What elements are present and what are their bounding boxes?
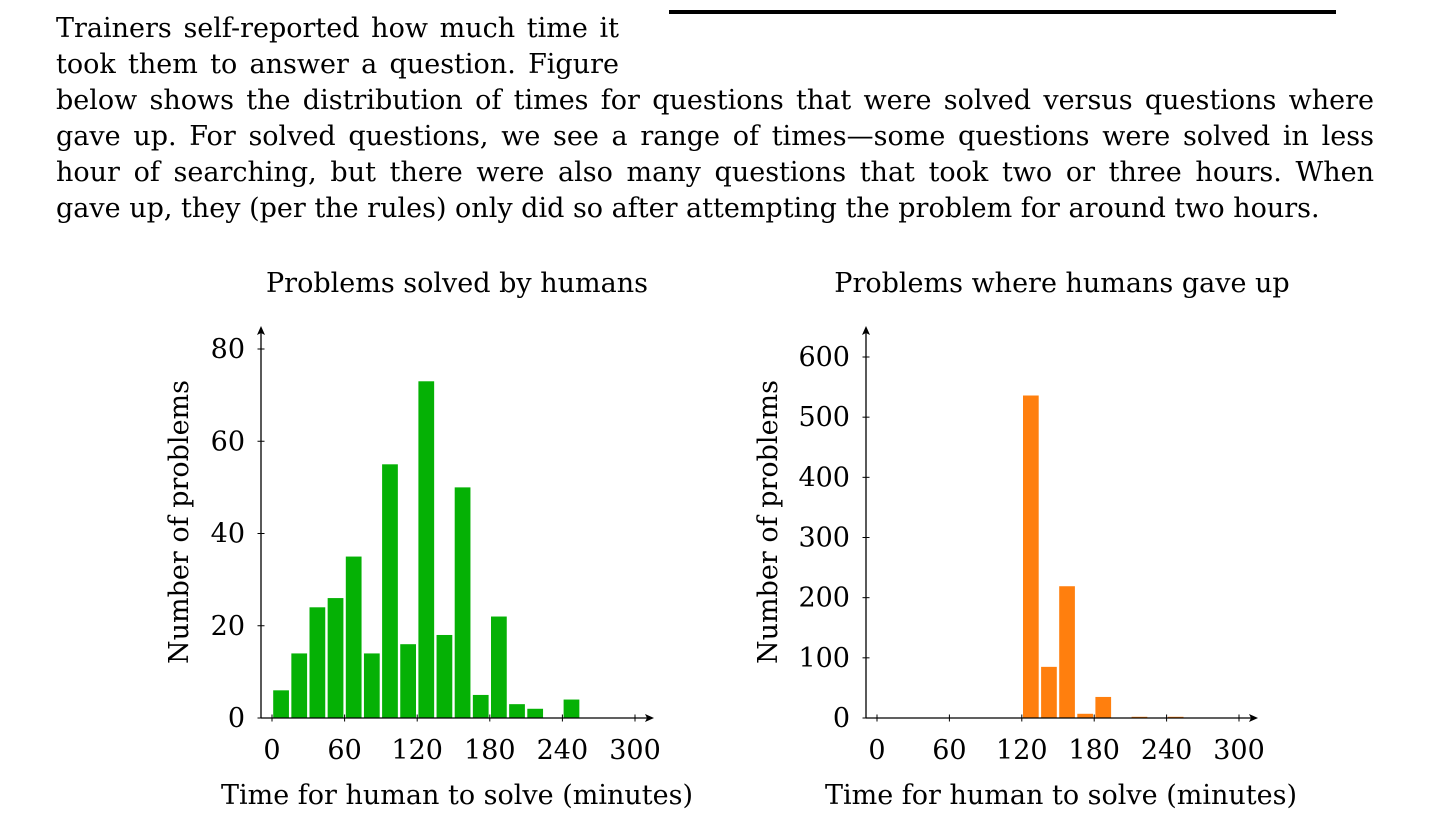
y-tick-label: 60: [211, 426, 245, 457]
paragraph-line: below shows the distribution of times fo…: [56, 85, 1374, 116]
histogram-bar: [472, 694, 489, 718]
histogram-bar: [509, 704, 525, 718]
x-tick-label: 300: [1213, 735, 1265, 766]
y-tick-label: 500: [798, 402, 850, 433]
histogram-bar: [363, 653, 380, 718]
histogram-bar: [327, 598, 344, 718]
x-tick-label: 180: [1068, 735, 1120, 766]
histogram-bar: [345, 556, 362, 718]
x-tick-label: 120: [996, 735, 1048, 766]
paragraph-line: Trainers self-reported how much time it: [56, 13, 619, 44]
histogram-bar: [454, 487, 471, 718]
intro-paragraph-wrapped: Trainers self-reported how much time it …: [56, 11, 619, 83]
histogram-bar: [1041, 666, 1057, 718]
y-axis-label: Number of problems: [753, 380, 784, 664]
histogram-bar: [1023, 395, 1039, 718]
histogram-bar: [527, 708, 544, 718]
histogram-bar: [400, 644, 416, 718]
y-tick-label: 0: [228, 703, 245, 734]
intro-paragraph-full: below shows the distribution of times fo…: [56, 83, 1374, 227]
x-tick-label: 0: [868, 735, 885, 766]
y-tick-label: 400: [798, 462, 850, 493]
histogram-bar: [436, 634, 453, 718]
y-axis-arrow: [862, 326, 870, 335]
histogram-bar: [1077, 713, 1093, 718]
paragraph-line: gave up. For solved questions, we see a …: [56, 121, 1374, 152]
histogram-bar: [418, 381, 435, 718]
x-tick-label: 300: [609, 735, 661, 766]
histogram-bar: [563, 699, 580, 718]
histogram-bar: [1095, 696, 1112, 718]
y-ticks: 0 100 200 300 400 500 600: [798, 342, 870, 734]
histogram-bar: [491, 616, 507, 718]
y-tick-label: 300: [798, 523, 850, 554]
chart-title: Problems solved by humans: [266, 268, 648, 299]
y-tick-label: 80: [211, 334, 245, 365]
x-ticks: 0 60 120 180 240 300: [263, 714, 661, 766]
x-tick-label: 120: [391, 735, 443, 766]
y-tick-label: 200: [798, 583, 850, 614]
histogram-bar: [382, 464, 398, 718]
paragraph-line: took them to answer a question. Figure 3: [56, 49, 619, 80]
y-tick-label: 600: [798, 342, 850, 373]
chart-title: Problems where humans gave up: [834, 268, 1289, 299]
x-axis-arrow: [1249, 714, 1258, 722]
x-axis-label: Time for human to solve (minutes): [825, 780, 1297, 811]
x-axis-arrow: [645, 714, 654, 722]
y-axis-label: Number of problems: [164, 380, 195, 664]
x-ticks: 0 60 120 180 240 300: [868, 714, 1265, 766]
y-tick-label: 0: [833, 703, 850, 734]
histogram-bar: [291, 653, 308, 718]
y-ticks: 0 20 40 60 80: [211, 334, 265, 734]
bar-group: [1023, 395, 1184, 718]
x-tick-label: 60: [327, 735, 361, 766]
paragraph-line: hour of searching, but there were also m…: [56, 157, 1374, 188]
y-axis-arrow: [257, 326, 265, 335]
bar-group: [273, 381, 580, 718]
x-tick-label: 240: [537, 735, 589, 766]
y-tick-label: 100: [798, 643, 850, 674]
axes: [257, 326, 654, 722]
y-tick-label: 20: [211, 611, 245, 642]
top-rule: [669, 10, 1336, 14]
x-tick-label: 240: [1141, 735, 1193, 766]
x-tick-label: 60: [932, 735, 966, 766]
histogram-bar: [1059, 586, 1075, 718]
x-tick-label: 180: [464, 735, 516, 766]
y-tick-label: 40: [211, 519, 245, 550]
x-axis-label: Time for human to solve (minutes): [221, 780, 693, 811]
x-tick-label: 0: [263, 735, 280, 766]
axes: [862, 326, 1258, 722]
histogram-bar: [309, 607, 326, 718]
histogram-bar: [273, 690, 289, 718]
paragraph-line: gave up, they (per the rules) only did s…: [56, 193, 1320, 224]
